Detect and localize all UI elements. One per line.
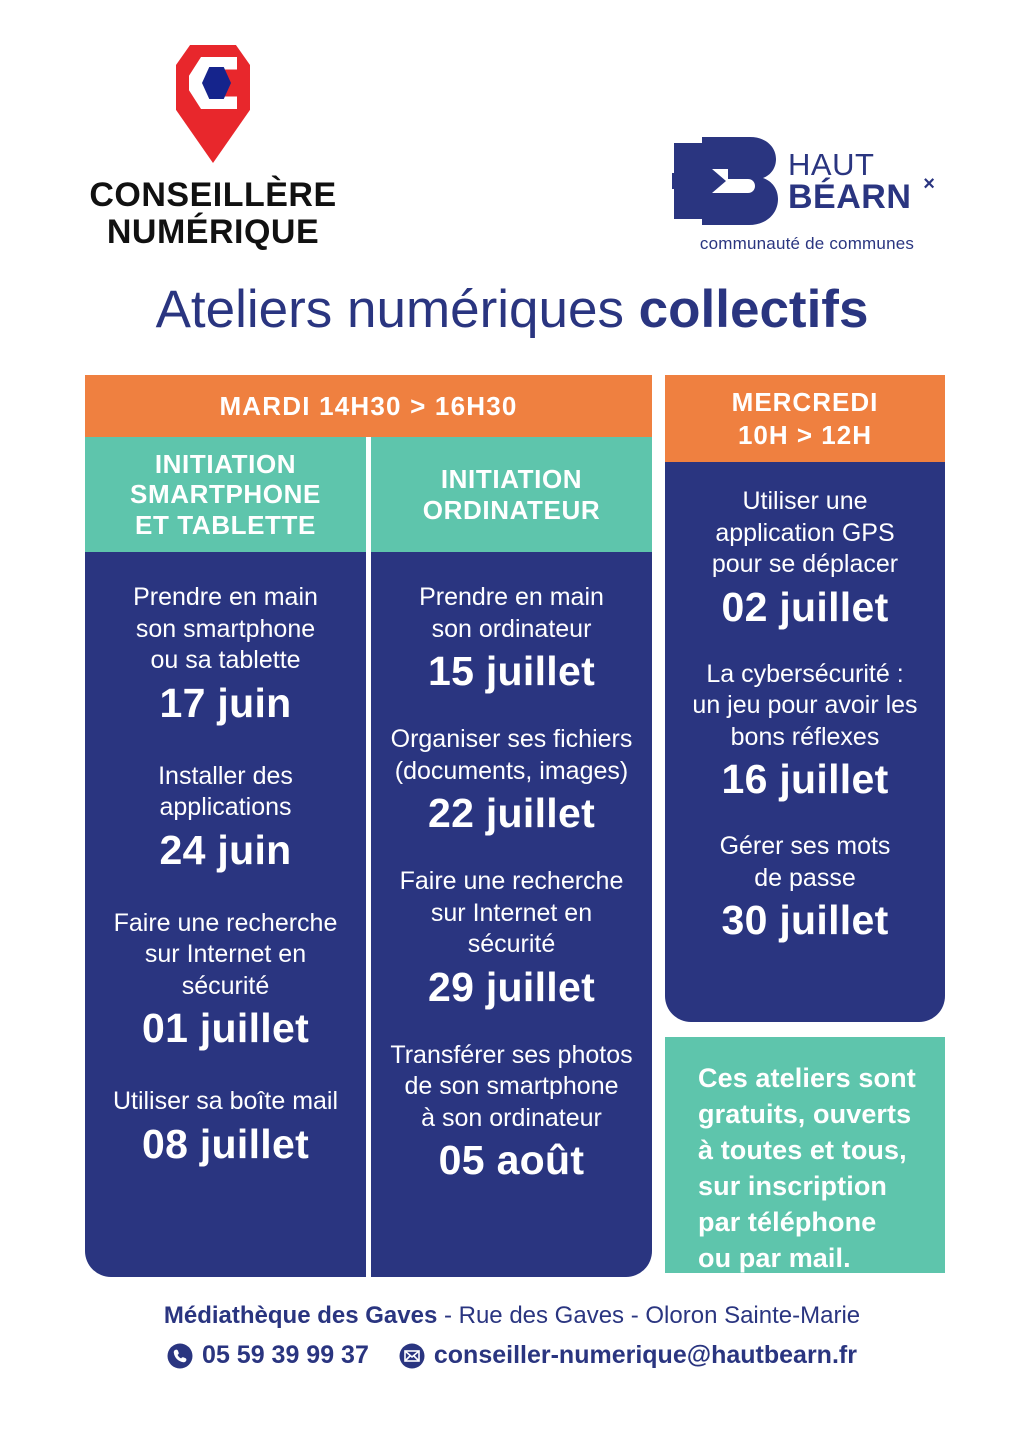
workshop-date: 08 juillet bbox=[141, 1120, 310, 1167]
workshop-date: 17 juin bbox=[159, 679, 292, 726]
workshop-description: Organiser ses fichiers (documents, images… bbox=[390, 725, 633, 785]
workshop-description: Utiliser une application GPS pour se dépla… bbox=[711, 487, 899, 578]
envelope-icon bbox=[399, 1343, 425, 1369]
workshop-description: La cybersécurité : un jeu pour avoir les b… bbox=[692, 659, 918, 751]
workshop-description: Faire une recherche sur Internet en sécuri… bbox=[399, 867, 624, 959]
footer-venue-name: Médiathèque des Gaves bbox=[163, 1302, 438, 1329]
workshop-item: Gérer ses mots de passe 30 juillet bbox=[678, 831, 932, 944]
registration-note: Ces ateliers sont gratuits, ouverts à tout… bbox=[665, 1037, 945, 1273]
footer: Médiathèque des Gaves - Rue des Gaves - … bbox=[0, 1300, 1024, 1370]
workshop-item: Organiser ses fichiers (documents, images… bbox=[385, 724, 638, 837]
haut-bearn-subtitle: communauté de communes bbox=[699, 234, 915, 253]
haut-bearn-line1: HAUT bbox=[788, 146, 875, 182]
workshop-description: Prendre en main son smartphone ou sa table… bbox=[133, 583, 318, 674]
workshop-date: 02 juillet bbox=[721, 583, 889, 630]
workshop-item: Installer des applications 24 juin bbox=[99, 761, 352, 874]
haut-bearn-logo: HAUT BÉARN × communauté de communes bbox=[672, 135, 942, 254]
workshop-date: 16 juillet bbox=[721, 756, 889, 803]
footer-contact-line: 05 59 39 99 37 conseiller-numerique@haut… bbox=[0, 1341, 1024, 1370]
column-heading-ordinateur: INITIATION ORDINATEUR bbox=[371, 437, 652, 552]
workshop-date: 01 juillet bbox=[141, 1005, 310, 1052]
workshop-item: Transférer ses photos de son smartphone à … bbox=[385, 1040, 638, 1185]
workshop-item: Faire une recherche sur Internet en sécuri… bbox=[385, 866, 638, 1011]
location-pin-c-icon bbox=[176, 45, 250, 163]
wednesday-card: MERCREDI 10H > 12H Utiliser une applicatio… bbox=[665, 375, 945, 1022]
haut-bearn-star-icon: × bbox=[923, 172, 936, 195]
wednesday-daybar: MERCREDI 10H > 12H bbox=[665, 375, 945, 462]
workshop-description: Faire une recherche sur Internet en sécuri… bbox=[113, 908, 338, 1000]
logo-band: CONSEILLÈRE NUMÉRIQUE HAUT BÉARN × comm bbox=[0, 0, 1024, 275]
footer-phone[interactable]: 05 59 39 99 37 bbox=[202, 1341, 369, 1370]
workshop-date: 15 juillet bbox=[427, 648, 596, 694]
tuesday-daybar: MARDI 14H30 > 16H30 bbox=[85, 375, 652, 437]
workshop-date: 24 juin bbox=[159, 826, 292, 873]
page-title-bold: collectifs bbox=[638, 280, 869, 339]
hb-monogram-icon bbox=[672, 135, 780, 227]
workshop-description: Prendre en main son ordinateur bbox=[419, 583, 604, 643]
phone-icon bbox=[167, 1343, 193, 1369]
workshop-item: Prendre en main son ordinateur 15 juillet bbox=[385, 582, 638, 695]
column-initiation-ordinateur: INITIATION ORDINATEUR Prendre en main son … bbox=[371, 437, 652, 1277]
workshop-date: 29 juillet bbox=[427, 963, 596, 1010]
footer-email[interactable]: conseiller-numerique@hautbearn.fr bbox=[433, 1341, 857, 1370]
page-title-light: Ateliers numériques bbox=[155, 280, 639, 339]
workshop-description: Transférer ses photos de son smartphone à … bbox=[390, 1040, 633, 1132]
conseillere-numerique-logo: CONSEILLÈRE NUMÉRIQUE bbox=[78, 45, 348, 252]
workshop-item: La cybersécurité : un jeu pour avoir les b… bbox=[678, 659, 932, 804]
column-divider bbox=[366, 437, 371, 1277]
workshop-item: Faire une recherche sur Internet en sécuri… bbox=[99, 908, 352, 1053]
column-heading-smartphone: INITIATION SMARTPHONE ET TABLETTE bbox=[85, 437, 366, 552]
tuesday-card: MARDI 14H30 > 16H30 INITIATION SMARTPHONE… bbox=[85, 375, 652, 1277]
footer-address: - Rue des Gaves - Oloron Sainte-Marie bbox=[437, 1302, 861, 1329]
conseillere-logo-line1: CONSEILLÈRE bbox=[89, 176, 337, 214]
footer-venue-line: Médiathèque des Gaves - Rue des Gaves - … bbox=[0, 1300, 1024, 1331]
workshop-item: Utiliser sa boîte mail 08 juillet bbox=[99, 1086, 352, 1168]
workshop-item: Utiliser une application GPS pour se dépla… bbox=[678, 486, 932, 631]
workshop-date: 22 juillet bbox=[427, 790, 596, 837]
workshop-description: Utiliser sa boîte mail bbox=[112, 1087, 339, 1116]
workshop-description: Gérer ses mots de passe bbox=[719, 832, 891, 892]
workshop-date: 30 juillet bbox=[721, 897, 889, 944]
workshop-description: Installer des applications bbox=[158, 761, 293, 822]
haut-bearn-line2: BÉARN bbox=[788, 177, 912, 216]
workshop-item: Prendre en main son smartphone ou sa table… bbox=[99, 582, 352, 727]
conseillere-logo-line2: NUMÉRIQUE bbox=[106, 213, 320, 252]
column-initiation-smartphone: INITIATION SMARTPHONE ET TABLETTE Prendre … bbox=[85, 437, 366, 1277]
page-title: Ateliers numériques collectifs bbox=[0, 283, 1024, 336]
workshop-date: 05 août bbox=[438, 1137, 585, 1184]
